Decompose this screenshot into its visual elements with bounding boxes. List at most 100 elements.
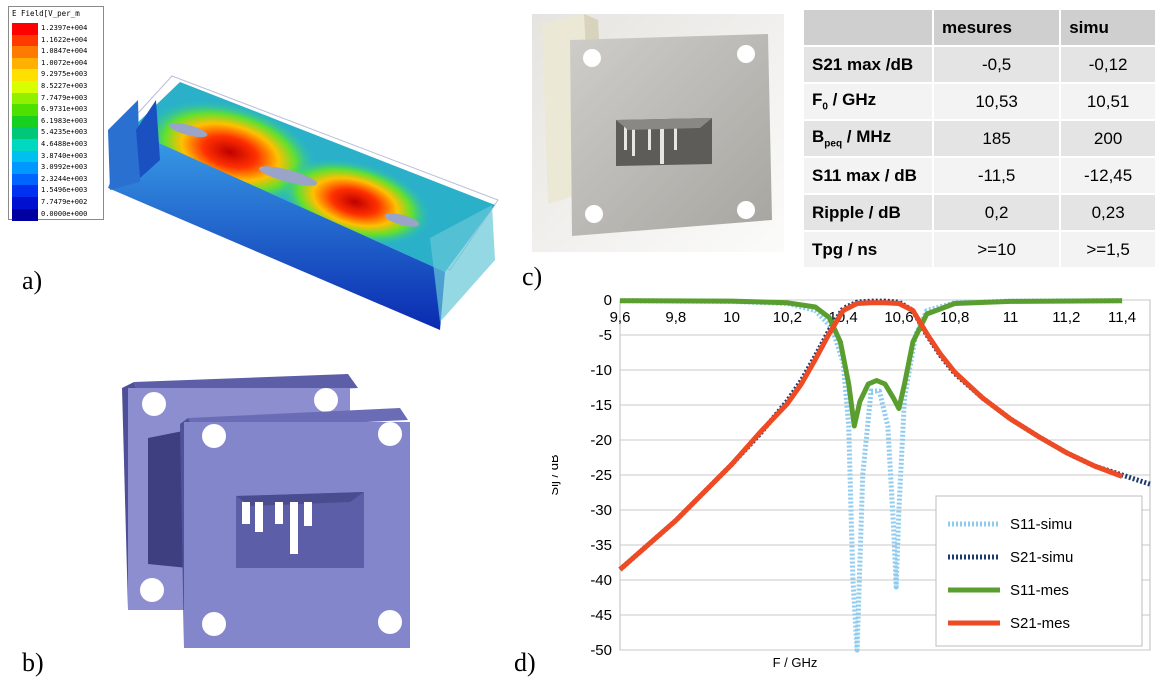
cell-mesures: >=10 [931,230,1062,269]
row-label: F0 / GHz [802,82,934,121]
colorbar-value: 3.8740e+003 [41,151,88,160]
table-row: S11 max / dB -11,5 -12,45 [802,156,1157,195]
colorbar-value: 3.0992e+003 [41,163,88,172]
y-tick-label: -45 [590,607,612,624]
chart-legend: S11-simu S21-simu S11-mes S21-mes [935,495,1143,647]
colorbar-value: 8.5227e+003 [41,82,88,90]
colorbar-value: 1.5496e+003 [41,186,88,195]
cell-simu: -0,12 [1059,45,1157,84]
legend-entry: S11-simu [1010,516,1072,533]
colorbar-swatch [12,46,38,59]
colorbar-swatch [12,150,38,163]
x-tick-label: 9,6 [610,309,631,326]
colorbar-swatch [12,92,38,105]
table-header-row: mesures simu [802,8,1157,47]
colorbar-swatch [12,139,38,151]
s-parameter-chart: 0 -5 -10 -15 -20 -25 -30 -35 -40 -45 -50 9,6 9,8 10 1… [552,292,1151,670]
e-field-simulation-image [108,75,499,330]
row-label: S21 max /dB [802,45,934,84]
y-tick-label: -15 [590,397,612,414]
colorbar-value: 6.1983e+003 [41,116,88,125]
colorbar-value: 4.6488e+003 [41,140,88,148]
y-tick-label: 0 [604,292,612,309]
cell-simu: -12,45 [1059,156,1157,195]
y-tick-label: -20 [590,432,612,449]
x-axis-label: F / GHz [773,655,818,670]
table-header-blank [802,8,934,47]
legend-entry: S21-simu [1010,549,1073,566]
colorbar-value: 1.1622e+004 [41,35,88,44]
table-row: Bpeq / MHz 185 200 [802,119,1157,158]
y-tick-label: -10 [590,362,612,379]
y-tick-label: -40 [590,572,612,589]
panel-label-b: b) [22,648,44,677]
colorbar-swatch [12,185,38,198]
colorbar-value: 2.3244e+003 [41,174,88,183]
cell-mesures: -11,5 [931,156,1062,195]
cell-simu: >=1,5 [1059,230,1157,269]
colorbar-swatch [12,115,38,128]
table-row: Tpg / ns >=10 >=1,5 [802,230,1157,269]
x-tick-label: 11,2 [1052,309,1080,326]
panel-label-d: d) [514,648,536,677]
cell-mesures: 185 [931,119,1062,158]
colorbar-swatch [12,69,38,82]
y-tick-label: -50 [590,642,612,659]
colorbar-value: 9.2975e+003 [41,70,88,79]
row-label: Bpeq / MHz [802,119,934,158]
colorbar-value: 7.7479e+002 [41,198,88,206]
x-tick-label: 10 [723,309,740,326]
table-row: Ripple / dB 0,2 0,23 [802,193,1157,232]
colorbar-value: 1.0072e+004 [41,58,88,67]
table-header-mesures: mesures [931,8,1062,47]
colorbar-title: E Field[V_per_m [12,9,80,18]
colorbar-value: 7.7479e+003 [41,93,88,102]
colorbar-value: 1.0847e+004 [41,47,88,56]
series-line-s11-mes [619,298,1123,429]
colorbar-value: 5.4235e+003 [41,128,88,137]
cell-mesures: -0,5 [931,45,1062,84]
cell-mesures: 10,53 [931,82,1062,121]
colorbar-swatch [12,34,38,47]
y-tick-label: -5 [599,327,612,344]
y-tick-label: -25 [590,467,612,484]
legend-entry: S11-mes [1010,582,1069,599]
colorbar-value: 6.9731e+003 [41,105,88,114]
colorbar-swatch [12,81,38,93]
table-row: F0 / GHz 10,53 10,51 [802,82,1157,121]
panel-label-a: a) [22,266,43,295]
field-colorbar: E Field[V_per_m 1.2397e+004 1.1622e+004 1.… [8,6,104,221]
row-label: S11 max / dB [802,156,934,195]
colorbar-swatch [12,208,38,221]
colorbar-swatch [12,23,38,35]
x-tick-label: 11,4 [1108,309,1136,326]
colorbar-swatch [12,197,38,209]
colorbar-value: 0.0000e+000 [41,209,88,218]
x-tick-label: 11 [1003,309,1019,326]
cell-simu: 200 [1059,119,1157,158]
table-row: S21 max /dB -0,5 -0,12 [802,45,1157,84]
colorbar-swatch [12,173,38,186]
x-tick-label: 10,2 [773,309,802,326]
series-line-s21-mes [618,300,1123,572]
table-header-simu: simu [1059,8,1157,47]
cell-simu: 0,23 [1059,193,1157,232]
colorbar-value: 1.2397e+004 [41,24,88,32]
y-tick-label: -35 [590,537,612,554]
colorbar-swatch [12,57,38,70]
y-tick-label: -30 [590,502,612,519]
y-axis-label: Sij / dB [552,454,561,495]
colorbar-swatch [12,104,38,117]
x-tick-label: 10,6 [884,309,913,326]
row-label: Ripple / dB [802,193,934,232]
row-label: Tpg / ns [802,230,934,269]
legend-entry: S21-mes [1010,615,1070,632]
panel-label-c: c) [522,262,543,291]
x-tick-label: 9,8 [665,309,686,326]
fabricated-filter-photo [532,14,784,252]
colorbar-swatch [12,162,38,175]
comparison-table: mesures simu S21 max /dB -0,5 -0,12 F0 /… [802,8,1157,269]
cell-simu: 10,51 [1059,82,1157,121]
x-tick-label: 10,8 [940,309,969,326]
filter-cad-model-image [122,374,410,648]
